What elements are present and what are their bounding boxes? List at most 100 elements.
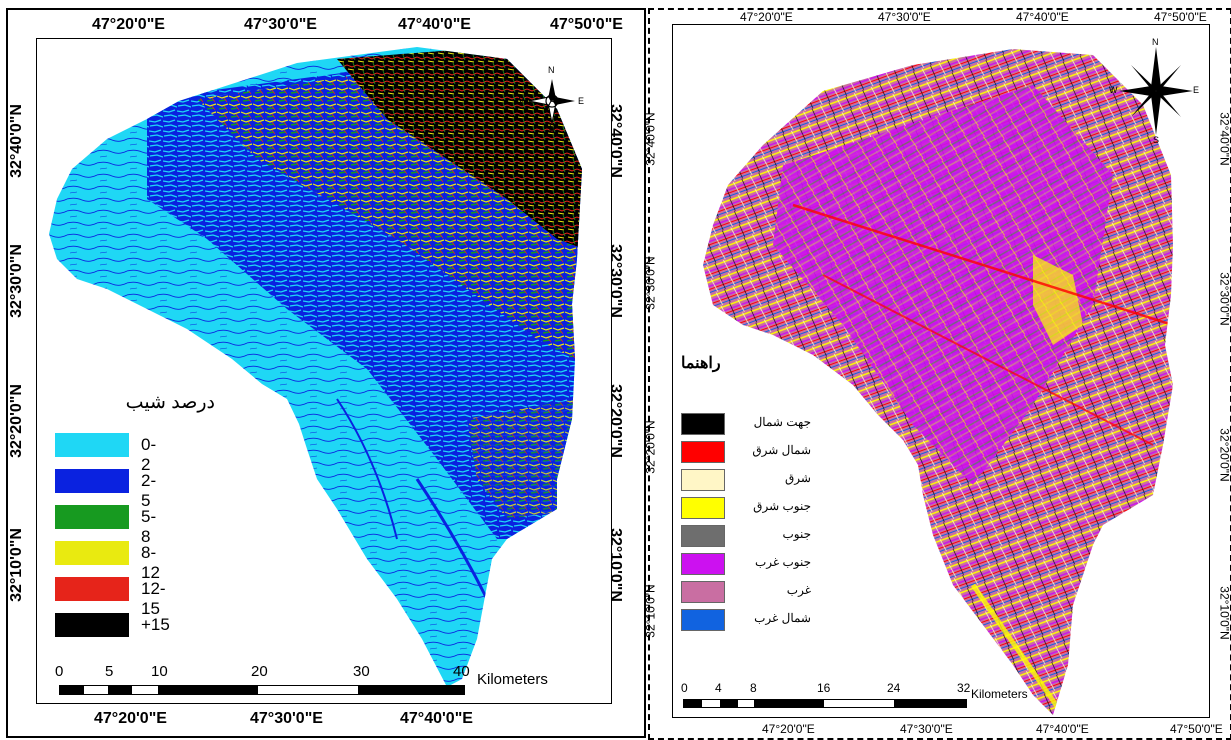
legend-item-label: شمال شرق bbox=[752, 443, 811, 457]
left-coord-label: 32°30'0"N bbox=[643, 256, 658, 310]
legend-swatch bbox=[55, 541, 129, 565]
legend-swatch bbox=[681, 525, 725, 547]
legend-item: شرق bbox=[681, 469, 811, 495]
compass-east-label: E bbox=[578, 96, 585, 106]
right-coord-label: 32°30'0"N bbox=[1217, 272, 1231, 326]
scale-tick-label: 0 bbox=[681, 681, 688, 695]
top-coord-label: 47°20'0"E bbox=[92, 16, 165, 33]
slope-map-panel: 47°20'0"E 47°30'0"E 47°40'0"E 47°50'0"E … bbox=[6, 8, 646, 738]
legend-item-label: 8-12 bbox=[141, 543, 160, 582]
legend-item-label: 5-8 bbox=[141, 507, 157, 546]
scale-bar-track bbox=[683, 699, 967, 708]
legend-swatch bbox=[681, 553, 725, 575]
compass-south-label: S bbox=[549, 123, 556, 133]
slope-map-frame: N S E W درصد شیب 0-2 2-5 5-8 8-12 bbox=[36, 38, 612, 704]
top-coord-label: 47°30'0"E bbox=[878, 10, 931, 24]
legend-swatch bbox=[55, 469, 129, 493]
compass-north-label: N bbox=[1152, 37, 1159, 47]
scale-tick-label: 20 bbox=[251, 663, 268, 680]
scale-tick-label: 32 bbox=[957, 681, 971, 695]
top-coord-label: 47°50'0"E bbox=[550, 16, 623, 33]
aspect-map-panel: 47°20'0"E 47°30'0"E 47°40'0"E 47°50'0"E … bbox=[644, 8, 1231, 740]
legend-swatch bbox=[55, 433, 129, 457]
left-coord-label: 32°40'0"N bbox=[643, 112, 658, 166]
legend-swatch bbox=[681, 497, 725, 519]
legend-swatch bbox=[681, 581, 725, 603]
scale-tick-label: 40 bbox=[453, 663, 470, 680]
legend-item-label: جنوب شرق bbox=[753, 499, 811, 513]
left-coord-label: 32°20'0"N bbox=[7, 384, 25, 458]
top-coord-label: 47°20'0"E bbox=[740, 10, 793, 24]
aspect-map-frame: N S E W راهنما جهت شمال شمال شرق شرق جنو… bbox=[672, 24, 1210, 718]
compass-east-label: E bbox=[1193, 85, 1200, 95]
legend-item: جنوب bbox=[681, 525, 811, 551]
bottom-coord-label: 47°30'0"E bbox=[250, 710, 323, 727]
legend-title: درصد شیب bbox=[125, 392, 215, 413]
legend-item-label: 12-15 bbox=[141, 579, 166, 618]
legend-title: راهنما bbox=[681, 355, 721, 372]
scale-tick-label: 5 bbox=[105, 663, 114, 680]
left-coord-label: 32°10'0"N bbox=[643, 584, 658, 638]
legend-item: جنوب غرب bbox=[681, 553, 811, 579]
bottom-coord-label: 47°20'0"E bbox=[94, 710, 167, 727]
legend-item-label: 0-2 bbox=[141, 435, 157, 474]
bottom-coord-label: 47°30'0"E bbox=[900, 722, 953, 736]
legend-item-label: جنوب bbox=[782, 527, 811, 541]
top-coord-label: 47°40'0"E bbox=[398, 16, 471, 33]
legend-item-label: جنوب غرب bbox=[754, 555, 811, 569]
bottom-coord-label: 47°40'0"E bbox=[400, 710, 473, 727]
left-coord-label: 32°20'0"N bbox=[643, 420, 658, 474]
scale-tick-label: 16 bbox=[817, 681, 831, 695]
scale-bar-track bbox=[59, 685, 465, 695]
legend-swatch bbox=[681, 413, 725, 435]
top-coord-label: 47°40'0"E bbox=[1016, 10, 1069, 24]
legend-swatch bbox=[55, 577, 129, 601]
scale-bar: 0 4 8 16 24 32 Kilometers bbox=[681, 681, 1061, 715]
north-arrow: N S E W bbox=[1109, 37, 1200, 145]
bottom-coord-label: 47°40'0"E bbox=[1036, 722, 1089, 736]
scale-tick-label: 8 bbox=[750, 681, 757, 695]
compass-west-label: W bbox=[1109, 85, 1118, 95]
compass-rose-icon bbox=[1119, 47, 1193, 135]
scale-bar: 0 5 10 20 30 40 Kilometers bbox=[49, 663, 609, 699]
legend-swatch bbox=[681, 609, 725, 631]
bottom-coord-label: 47°50'0"E bbox=[1170, 722, 1223, 736]
scale-tick-label: 4 bbox=[715, 681, 722, 695]
scale-unit-label: Kilometers bbox=[971, 687, 1028, 701]
legend-swatch bbox=[55, 505, 129, 529]
compass-rose-icon bbox=[528, 79, 575, 124]
scale-tick-label: 0 bbox=[55, 663, 64, 680]
aspect-legend: راهنما جهت شمال شمال شرق شرق جنوب شرق جن… bbox=[681, 353, 811, 643]
slope-legend: درصد شیب 0-2 2-5 5-8 8-12 12-15 bbox=[55, 391, 215, 661]
top-coord-label: 47°50'0"E bbox=[1154, 10, 1207, 24]
north-arrow: N S E W bbox=[517, 65, 587, 133]
scale-unit-label: Kilometers bbox=[477, 671, 548, 688]
slope-map-canvas bbox=[49, 47, 582, 687]
legend-swatch bbox=[55, 613, 129, 637]
legend-item: غرب bbox=[681, 581, 811, 607]
scale-tick-label: 24 bbox=[887, 681, 901, 695]
top-coord-label: 47°30'0"E bbox=[244, 16, 317, 33]
aspect-map-canvas bbox=[703, 49, 1173, 715]
right-coord-label: 32°10'0"N bbox=[1217, 586, 1231, 640]
left-coord-label: 32°10'0"N bbox=[7, 528, 25, 602]
legend-item: شمال شرق bbox=[681, 441, 811, 467]
legend-swatch bbox=[681, 441, 725, 463]
bottom-coord-label: 47°20'0"E bbox=[762, 722, 815, 736]
legend-item: جهت شمال bbox=[681, 413, 811, 439]
compass-west-label: W bbox=[519, 96, 528, 106]
compass-south-label: S bbox=[1153, 135, 1160, 145]
left-coord-label: 32°30'0"N bbox=[7, 244, 25, 318]
legend-item-label: جهت شمال bbox=[753, 415, 811, 429]
legend-swatch bbox=[681, 469, 725, 491]
legend-item-label: غرب bbox=[786, 583, 811, 597]
right-coord-label: 32°40'0"N bbox=[1217, 112, 1231, 166]
legend-item-label: +15 bbox=[141, 615, 170, 634]
legend-item: جنوب شرق bbox=[681, 497, 811, 523]
legend-item-label: شرق bbox=[785, 471, 811, 485]
legend-item: شمال غرب bbox=[681, 609, 811, 635]
left-coord-label: 32°40'0"N bbox=[7, 104, 25, 178]
scale-tick-label: 10 bbox=[151, 663, 168, 680]
scale-tick-label: 30 bbox=[353, 663, 370, 680]
legend-item-label: شمال غرب bbox=[754, 611, 811, 625]
